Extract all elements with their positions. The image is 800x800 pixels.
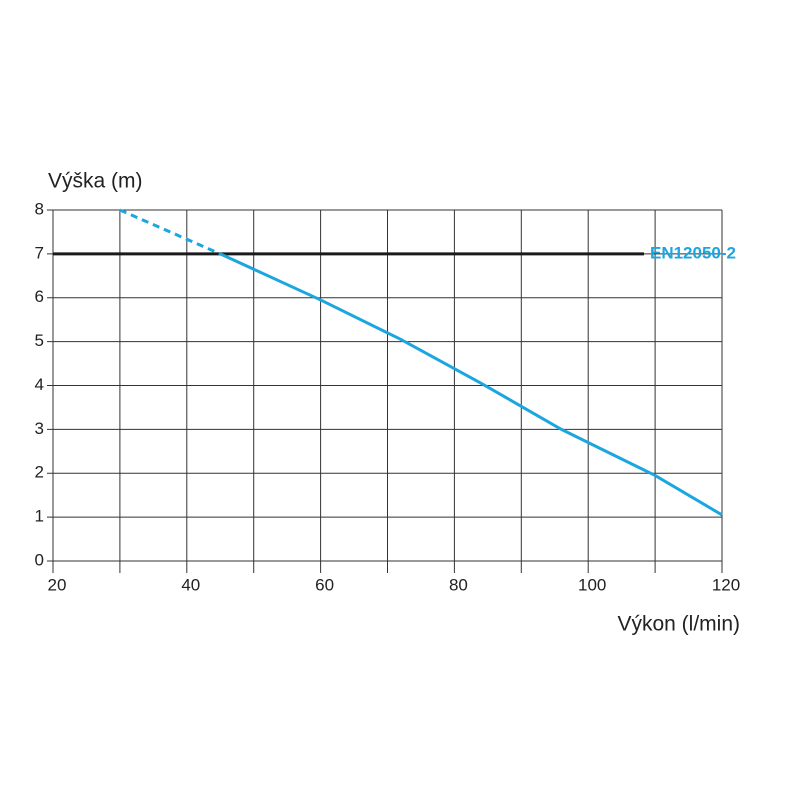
y-tick-label: 5: [35, 331, 44, 350]
y-tick-label: 1: [35, 507, 44, 526]
y-tick-label: 4: [35, 375, 44, 394]
x-axis-label: Výkon (l/min): [617, 613, 740, 636]
y-tick-label: 6: [35, 287, 44, 306]
x-tick-label: 120: [712, 575, 740, 594]
x-tick-label: 80: [449, 575, 468, 594]
x-tick-label: 60: [315, 575, 334, 594]
curve: [219, 252, 723, 517]
y-tick-label: 8: [35, 199, 44, 218]
y-tick-label: 2: [35, 463, 44, 482]
x-tick-label: 40: [181, 575, 200, 594]
y-axis-label: Výška (m): [48, 170, 143, 193]
x-tick-label: 20: [48, 575, 67, 594]
curve: [119, 208, 221, 256]
y-tick-label: 0: [35, 550, 44, 569]
reference-label: EN12050-2: [650, 243, 736, 262]
y-tick-label: 3: [35, 419, 44, 438]
x-tick-label: 100: [578, 575, 606, 594]
y-tick-label: 7: [35, 243, 44, 262]
